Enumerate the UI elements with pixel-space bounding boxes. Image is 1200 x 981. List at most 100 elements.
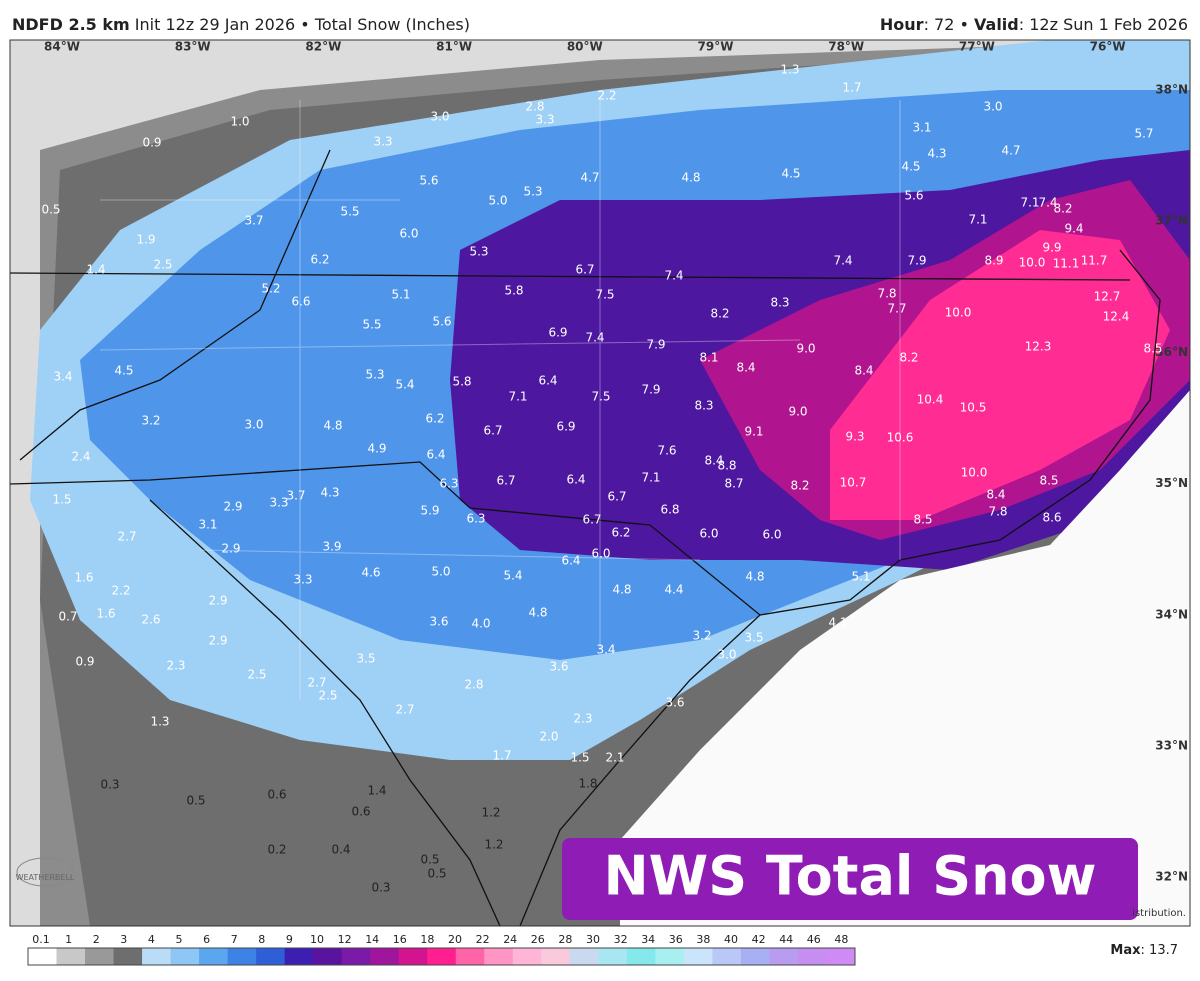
legend-swatch	[227, 948, 257, 965]
legend-tick-label: 46	[807, 933, 821, 946]
snow-total-label: 2.1	[605, 751, 624, 765]
snow-total-label: 0.9	[75, 655, 94, 669]
snow-total-label: 6.3	[466, 512, 485, 526]
snow-total-label: 2.2	[111, 584, 130, 598]
snow-total-label: 4.0	[471, 617, 490, 631]
snow-total-label: 0.5	[420, 853, 439, 867]
snow-total-label: 8.2	[1053, 202, 1072, 216]
boundaries	[10, 149, 1161, 926]
snow-total-label: 11.1	[1053, 257, 1080, 271]
legend-tick-label: 7	[231, 933, 238, 946]
snow-total-label: 7.1	[1020, 196, 1039, 210]
snow-total-label: 10.0	[945, 306, 972, 320]
snow-total-label: 1.3	[780, 63, 799, 77]
badge: NWS Total Snow	[603, 845, 1096, 908]
snow-total-label: 2.9	[223, 500, 242, 514]
snow-total-label: 8.1	[699, 351, 718, 365]
snow-total-label: 9.9	[1042, 241, 1061, 255]
latitude-label: 36°N	[1155, 345, 1188, 359]
snow-total-label: 6.2	[425, 412, 444, 426]
snow-total-label: 9.0	[796, 342, 815, 356]
longitude-label: 81°W	[436, 40, 472, 54]
snow-total-label: 10.0	[1019, 256, 1046, 270]
legend-swatch	[712, 948, 742, 965]
snow-total-label: 3.2	[141, 414, 160, 428]
snow-total-label: 4.5	[114, 364, 133, 378]
snow-total-label: 5.1	[851, 570, 870, 584]
snow-total-label: 4.8	[745, 570, 764, 584]
legend-swatch	[541, 948, 571, 965]
legend-tick-label: 5	[176, 933, 183, 946]
hour-label: Hour	[880, 15, 924, 34]
longitude-label: 76°W	[1090, 40, 1126, 54]
snow-total-label: 9.1	[744, 425, 763, 439]
legend-tick-label: 14	[365, 933, 379, 946]
snow-total-label: 0.5	[41, 203, 60, 217]
labels: 84°W 83°W 82°W 81°W 80°W 79°W 78°W 77°W 76°W 38°N…	[41, 40, 1188, 895]
legend-tick-label: 12	[338, 933, 352, 946]
snow-total-label: 12.4	[1103, 310, 1130, 324]
longitude-label: 79°W	[698, 40, 734, 54]
snow-total-label: 6.0	[399, 227, 418, 241]
snow-total-label: 2.7	[307, 676, 326, 690]
longitude-label: 77°W	[959, 40, 995, 54]
legend-tick-label: 22	[476, 933, 490, 946]
snow-total-label: 3.0	[983, 100, 1002, 114]
legend-tick-label: 0.1	[32, 933, 50, 946]
legend-tick-label: 32	[614, 933, 628, 946]
snow-total-label: 3.6	[549, 660, 568, 674]
legend-swatch	[341, 948, 371, 965]
snow-total-label: 8.5	[1039, 474, 1058, 488]
snow-total-label: 10.7	[840, 476, 867, 490]
latitude-label: 33°N	[1155, 739, 1188, 753]
snow-total-label: 4.8	[681, 171, 700, 185]
snow-total-label: 8.4	[704, 454, 723, 468]
snow-total-label: 5.4	[503, 569, 522, 583]
legend-swatch	[769, 948, 799, 965]
snow-total-label: 8.3	[770, 296, 789, 310]
longitude-label: 83°W	[175, 40, 211, 54]
legend-swatch	[142, 948, 172, 965]
snow-total-label: 2.2	[597, 89, 616, 103]
snow-total-label: 1.6	[74, 571, 93, 585]
legend-swatch	[455, 948, 485, 965]
legend-swatch	[512, 948, 542, 965]
snow-total-label: 1.4	[86, 263, 105, 277]
snow-total-label: 2.6	[141, 613, 160, 627]
attribution: istribution.	[1132, 908, 1186, 919]
snow-total-label: 6.0	[762, 528, 781, 542]
ocean	[620, 390, 1190, 926]
snow-total-label: 6.4	[561, 554, 580, 568]
legend-tick-label: 6	[203, 933, 210, 946]
snow-total-label: 3.7	[244, 214, 263, 228]
snow-total-label: 5.4	[395, 378, 414, 392]
snow-total-label: 8.6	[1042, 511, 1061, 525]
legend-swatch	[113, 948, 143, 965]
map-frame	[9, 39, 1191, 927]
snow-total-label: 7.9	[641, 383, 660, 397]
snow-total-label: 6.4	[426, 448, 445, 462]
snow-total-label: 3.4	[596, 643, 615, 657]
max-label: Max	[1110, 943, 1141, 958]
snow-total-label: 9.0	[788, 405, 807, 419]
snow-total-label: 0.3	[100, 778, 119, 792]
legend-tick-label: 26	[531, 933, 545, 946]
legend-tick-label: 18	[420, 933, 434, 946]
snow-total-label: 4.5	[901, 160, 920, 174]
snow-total-label: 5.8	[452, 375, 471, 389]
snow-total-label: 0.3	[371, 881, 390, 895]
longitude-label: 82°W	[305, 40, 341, 54]
longitude-label: 84°W	[44, 40, 80, 54]
badge-box	[562, 838, 1138, 920]
snow-total-label: 5.5	[340, 205, 359, 219]
legend-swatch	[569, 948, 599, 965]
county-lines	[99, 100, 901, 700]
snow-total-label: 8.4	[736, 361, 755, 375]
snow-total-label: 3.1	[198, 518, 217, 532]
legend-swatch	[370, 948, 400, 965]
snow-total-label: 5.5	[362, 318, 381, 332]
snow-total-label: 3.5	[744, 631, 763, 645]
snow-total-label: 3.3	[293, 573, 312, 587]
snow-total-label: 1.5	[570, 751, 589, 765]
snow-total-label: 8.2	[790, 479, 809, 493]
